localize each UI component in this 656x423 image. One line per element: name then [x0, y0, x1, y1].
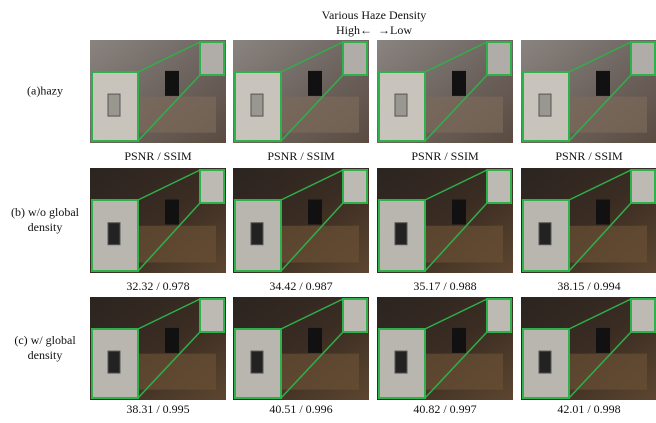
zoom-source [343, 299, 367, 332]
chair [452, 200, 466, 225]
switch [539, 351, 551, 373]
zoom-source [200, 299, 224, 332]
chair [596, 200, 610, 225]
chair [308, 328, 322, 353]
caption: 34.42 / 0.987 [269, 279, 332, 293]
row-label: (b) w/o global [11, 205, 80, 219]
caption: PSNR / SSIM [411, 149, 479, 163]
row-label: (c) w/ global [14, 333, 76, 347]
row-label: density [28, 220, 63, 234]
switch [395, 223, 407, 245]
caption: 32.32 / 0.978 [126, 279, 189, 293]
caption: PSNR / SSIM [124, 149, 192, 163]
zoom-source [200, 170, 224, 203]
chair [596, 328, 610, 353]
chair [452, 328, 466, 353]
zoom-source [631, 170, 655, 203]
switch [395, 94, 407, 116]
chair [165, 71, 179, 96]
chair [596, 71, 610, 96]
switch [251, 223, 263, 245]
switch [251, 94, 263, 116]
image-detail [561, 97, 647, 133]
chair [452, 71, 466, 96]
caption: 40.51 / 0.996 [269, 402, 332, 416]
figure-title: Various Haze Density [322, 8, 427, 22]
chair [308, 71, 322, 96]
image-detail [130, 97, 216, 133]
caption: 40.82 / 0.997 [413, 402, 476, 416]
image-detail [273, 354, 359, 390]
zoom-source [487, 170, 511, 203]
row-label: (a)hazy [27, 83, 63, 97]
zoom-source [631, 42, 655, 75]
image-detail [273, 226, 359, 263]
caption: 38.15 / 0.994 [557, 279, 620, 293]
image-detail [417, 226, 503, 263]
image-detail [130, 226, 216, 263]
switch [108, 94, 120, 116]
low-label: →Low [378, 23, 412, 37]
row-label: density [28, 348, 63, 362]
switch [108, 351, 120, 373]
image-detail [273, 97, 359, 133]
figure: Various Haze Density High← →Low (a)hazy P… [0, 0, 656, 423]
switch [539, 223, 551, 245]
image-detail [417, 354, 503, 390]
zoom-source [631, 299, 655, 332]
chair [308, 200, 322, 225]
chair [165, 200, 179, 225]
switch [251, 351, 263, 373]
zoom-source [200, 42, 224, 75]
chair [165, 328, 179, 353]
image-detail [561, 354, 647, 390]
image-detail [417, 97, 503, 133]
caption: 35.17 / 0.988 [413, 279, 476, 293]
switch [539, 94, 551, 116]
zoom-source [343, 42, 367, 75]
image-detail [561, 226, 647, 263]
switch [108, 223, 120, 245]
caption: PSNR / SSIM [555, 149, 623, 163]
caption: 42.01 / 0.998 [557, 402, 620, 416]
zoom-source [487, 42, 511, 75]
zoom-source [343, 170, 367, 203]
switch [395, 351, 407, 373]
image-detail [130, 354, 216, 390]
high-label: High← [336, 23, 372, 37]
caption: 38.31 / 0.995 [126, 402, 189, 416]
caption: PSNR / SSIM [267, 149, 335, 163]
zoom-source [487, 299, 511, 332]
